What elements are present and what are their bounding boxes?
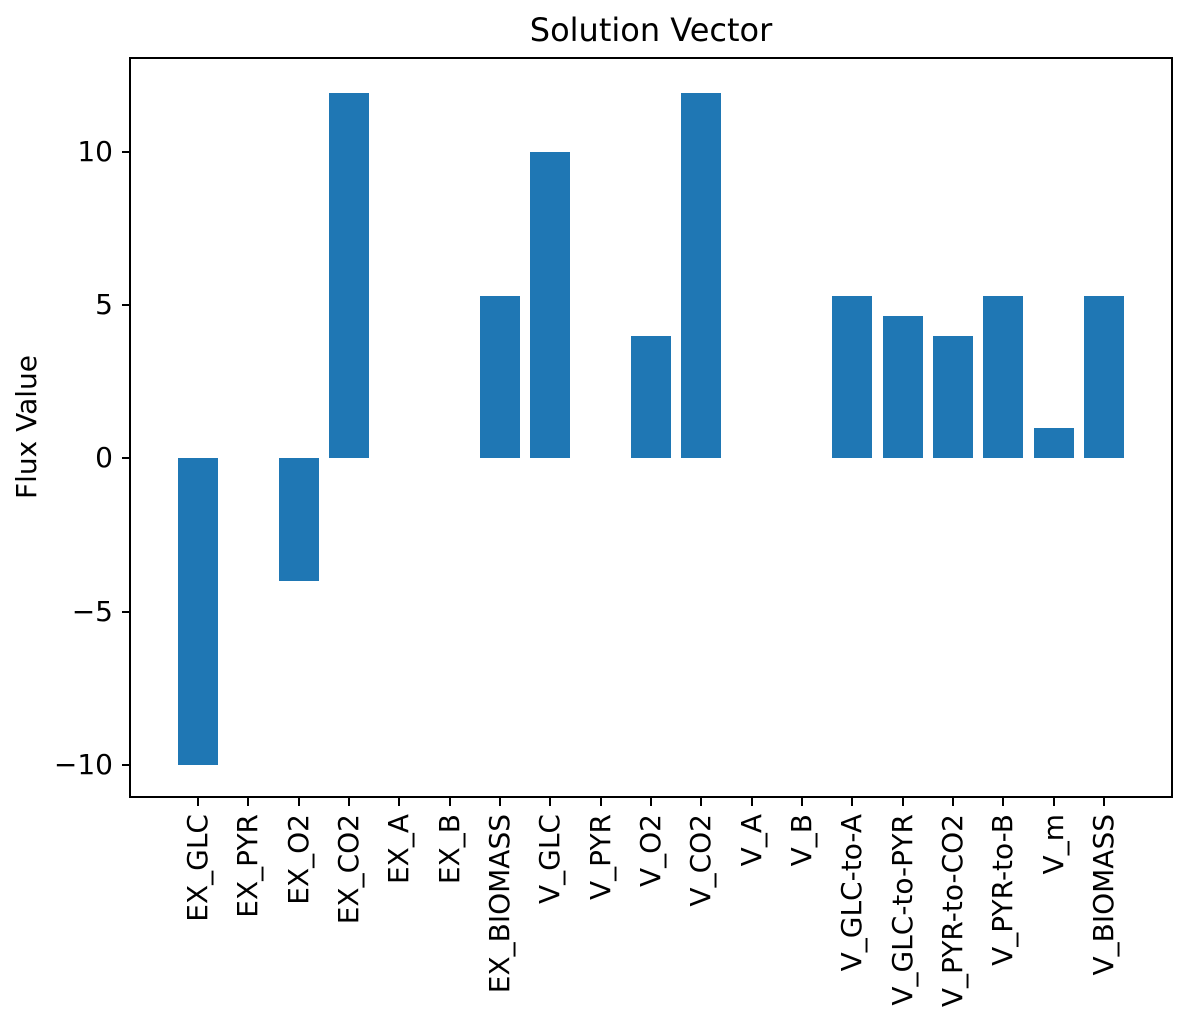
bar-EX_O2 [278,458,319,581]
x-tick-label-V_PYR-to-CO2: V_PYR-to-CO2 [935,814,969,1008]
x-tick-label-EX_BIOMASS: EX_BIOMASS [482,814,516,994]
x-tick-label-EX_A: EX_A [382,814,416,885]
bar-EX_GLC [177,458,219,765]
bar-V_BIOMASS [1083,295,1125,459]
x-tick-mark [952,797,954,806]
x-tick-label-V_GLC-to-PYR: V_GLC-to-PYR [885,814,919,1006]
x-tick-mark [1002,797,1005,806]
x-tick-label-V_PYR-to-B: V_PYR-to-B [986,814,1020,966]
x-tick-label-EX_GLC: EX_GLC [180,814,214,922]
x-tick-mark [348,797,350,806]
x-tick-mark [247,797,250,806]
y-tick-mark [122,457,130,460]
x-tick-label-V_GLC: V_GLC [533,814,567,905]
x-tick-mark [398,797,401,806]
y-tick-mark [122,610,130,613]
y-tick-mark [122,763,130,766]
bar-V_CO2 [681,93,722,459]
bar-V_O2 [630,335,672,459]
x-tick-mark [700,797,703,806]
x-tick-label-V_B: V_B [784,814,818,867]
y-tick-mark [122,150,130,153]
y-axis-label: Flux Value [9,355,43,499]
chart-title: Solution Vector [529,11,773,49]
x-tick-mark [549,797,552,806]
y-tick-label: −10 [53,747,113,781]
x-tick-label-EX_O2: EX_O2 [281,814,315,905]
bar-V_PYR-to-CO2 [932,335,974,459]
x-tick-label-EX_PYR: EX_PYR [231,814,265,918]
y-tick-label: 0 [95,441,113,475]
x-tick-mark [499,797,501,806]
x-tick-mark [197,797,199,806]
x-tick-mark [801,797,803,806]
bar-V_GLC-to-A [832,295,873,459]
x-tick-mark [750,797,753,806]
x-tick-label-V_CO2: V_CO2 [684,814,718,907]
x-tick-label-V_m: V_m [1036,814,1070,875]
x-tick-mark [599,797,602,806]
y-tick-label: 10 [77,134,113,168]
y-tick-label: 5 [95,287,113,321]
x-tick-label-EX_CO2: EX_CO2 [331,814,365,925]
bar-V_GLC [530,151,571,459]
x-tick-mark [297,797,300,806]
x-tick-mark [448,797,451,806]
bar-EX_CO2 [328,93,370,459]
bar-V_m [1033,427,1074,459]
x-tick-mark [851,797,854,806]
x-tick-label-V_O2: V_O2 [633,814,667,888]
x-tick-mark [1052,797,1055,806]
bar-V_PYR-to-B [983,295,1024,459]
y-tick-mark [122,303,130,306]
x-tick-mark [901,797,904,806]
x-tick-mark [650,797,652,806]
x-tick-mark [1103,797,1105,806]
x-tick-label-V_GLC-to-A: V_GLC-to-A [835,814,869,972]
y-tick-label: −5 [71,594,113,628]
bar-EX_BIOMASS [479,295,521,459]
x-tick-label-V_PYR: V_PYR [583,814,617,900]
x-tick-label-EX_B: EX_B [432,814,466,885]
bar-V_GLC-to-PYR [882,315,923,459]
x-tick-label-V_A: V_A [734,814,768,867]
x-tick-label-V_BIOMASS: V_BIOMASS [1086,814,1120,976]
